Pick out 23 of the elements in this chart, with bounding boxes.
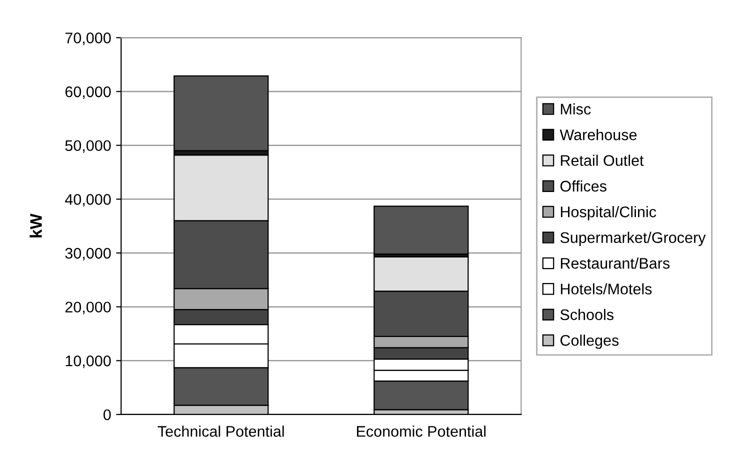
x-tick-label: Economic Potential xyxy=(357,426,486,437)
y-tick-label: 50,000 xyxy=(65,140,111,153)
legend-label: Warehouse xyxy=(560,129,637,140)
legend-label: Colleges xyxy=(560,334,619,349)
legend-label: Supermarket/Grocery xyxy=(560,232,706,246)
y-tick-label: 0 xyxy=(103,409,111,420)
legend-label: Misc xyxy=(560,103,591,115)
y-tick-label: 10,000 xyxy=(66,356,111,368)
y-axis-title: kW xyxy=(30,214,42,238)
legend-label: Retail Outlet xyxy=(560,154,644,166)
legend-label: Offices xyxy=(560,180,606,192)
y-tick-label: 60,000 xyxy=(65,86,111,99)
legend-label: Hotels/Motels xyxy=(560,283,652,294)
y-tick-label: 40,000 xyxy=(65,194,111,207)
y-tick-label: 20,000 xyxy=(65,302,111,314)
y-tick-label: 70,000 xyxy=(65,32,111,46)
x-tick-label: Technical Potential xyxy=(158,426,284,437)
bar xyxy=(374,206,469,255)
legend-label: Restaurant/Bars xyxy=(560,258,670,269)
legend-label: Schools xyxy=(560,308,614,320)
bar xyxy=(174,75,269,152)
y-tick-label: 30,000 xyxy=(65,248,111,260)
legend-label: Hospital/Clinic xyxy=(560,206,656,220)
